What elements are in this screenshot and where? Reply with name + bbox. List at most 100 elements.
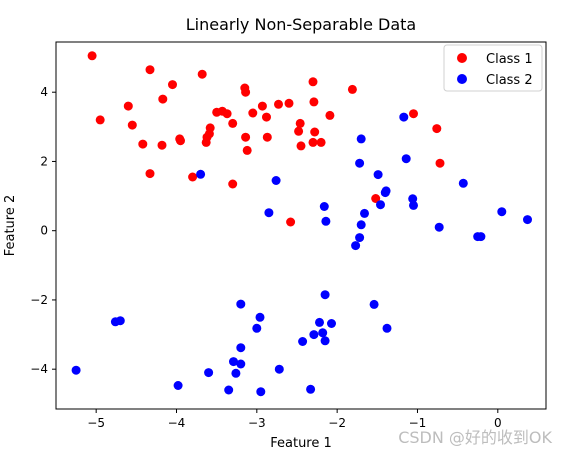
watermark: CSDN @好的收到OK bbox=[398, 428, 552, 447]
point-class-2-21 bbox=[315, 317, 324, 327]
y-axis-ticks: −4 −2 0 2 4 bbox=[30, 85, 56, 376]
legend-label-class-2: Class 2 bbox=[486, 73, 533, 88]
point-class-1-40 bbox=[310, 127, 320, 137]
point-class-2-43 bbox=[409, 200, 418, 210]
point-class-1-44 bbox=[371, 194, 381, 203]
point-class-2-31 bbox=[356, 220, 366, 230]
point-class-1-35 bbox=[295, 118, 305, 128]
point-class-2-25 bbox=[320, 290, 330, 300]
point-class-2-32 bbox=[356, 134, 366, 144]
point-class-1-22 bbox=[228, 179, 238, 189]
point-class-1-32 bbox=[284, 98, 294, 108]
point-class-1-39 bbox=[309, 97, 319, 107]
point-class-2-20 bbox=[309, 330, 319, 340]
x-tick-label: −2 bbox=[328, 416, 346, 430]
point-class-2-27 bbox=[327, 319, 336, 328]
point-class-2-40 bbox=[399, 112, 409, 122]
point-class-2-10 bbox=[236, 343, 246, 353]
point-class-1-29 bbox=[262, 112, 271, 122]
point-class-2-24 bbox=[320, 336, 330, 346]
point-class-1-47 bbox=[435, 158, 445, 168]
point-class-1-34 bbox=[294, 126, 304, 136]
chart-title: Linearly Non-Separable Data bbox=[186, 15, 416, 34]
plot-frame bbox=[55, 41, 547, 410]
x-tick-label: −3 bbox=[248, 416, 266, 430]
y-axis-label: Feature 2 bbox=[3, 195, 18, 257]
point-class-1-37 bbox=[308, 137, 318, 147]
point-class-2-5 bbox=[204, 368, 214, 378]
point-class-2-3 bbox=[173, 381, 183, 390]
point-class-1-21 bbox=[228, 118, 238, 128]
point-class-2-28 bbox=[351, 241, 361, 251]
point-class-1-28 bbox=[257, 101, 267, 111]
point-class-2-45 bbox=[458, 178, 468, 188]
point-class-1-8 bbox=[158, 94, 168, 104]
point-class-2-13 bbox=[255, 312, 265, 322]
point-class-1-2 bbox=[123, 101, 133, 111]
point-class-1-41 bbox=[316, 137, 326, 147]
x-tick-label: −5 bbox=[87, 416, 105, 430]
x-tick-label: 0 bbox=[494, 416, 502, 430]
legend-label-class-1: Class 1 bbox=[486, 52, 533, 67]
point-class-2-48 bbox=[497, 207, 507, 217]
point-class-2-4 bbox=[196, 169, 206, 179]
point-class-2-17 bbox=[274, 364, 284, 374]
point-class-2-33 bbox=[360, 208, 369, 218]
point-class-2-11 bbox=[236, 299, 246, 309]
y-tick-label: 2 bbox=[40, 154, 48, 168]
y-tick-label: 4 bbox=[40, 85, 48, 99]
point-class-2-34 bbox=[369, 299, 379, 309]
point-class-2-49 bbox=[523, 215, 532, 225]
point-class-1-3 bbox=[127, 120, 137, 130]
point-class-1-33 bbox=[286, 217, 296, 227]
point-class-1-5 bbox=[145, 65, 155, 75]
y-tick-label: −4 bbox=[30, 362, 48, 376]
point-class-1-30 bbox=[262, 132, 272, 142]
point-class-1-9 bbox=[168, 80, 177, 90]
point-class-2-7 bbox=[229, 357, 238, 367]
point-class-2-35 bbox=[373, 170, 383, 180]
point-class-2-6 bbox=[224, 385, 234, 395]
point-class-1-45 bbox=[409, 109, 418, 119]
point-class-1-6 bbox=[145, 169, 155, 179]
point-class-1-4 bbox=[138, 139, 148, 149]
point-class-1-38 bbox=[308, 77, 318, 87]
legend-box bbox=[443, 44, 543, 92]
point-class-2-8 bbox=[231, 368, 241, 378]
point-class-2-42 bbox=[408, 194, 418, 204]
point-class-2-18 bbox=[298, 337, 308, 346]
x-tick-label: −4 bbox=[168, 416, 186, 430]
point-class-2-36 bbox=[376, 200, 385, 210]
point-class-2-26 bbox=[321, 216, 331, 226]
point-class-1-36 bbox=[296, 141, 306, 151]
point-class-2-19 bbox=[306, 384, 316, 394]
point-class-1-17 bbox=[204, 129, 214, 139]
legend-marker-class-1 bbox=[457, 53, 467, 63]
point-class-2-15 bbox=[264, 208, 274, 218]
point-class-2-22 bbox=[318, 328, 328, 338]
point-class-2-12 bbox=[252, 323, 262, 333]
point-class-2-2 bbox=[115, 316, 125, 326]
point-class-1-42 bbox=[325, 110, 335, 120]
point-class-1-7 bbox=[157, 140, 167, 150]
legend: Class 1 Class 2 bbox=[443, 44, 543, 92]
point-class-2-14 bbox=[256, 387, 266, 397]
point-class-1-24 bbox=[241, 87, 251, 97]
point-class-1-26 bbox=[242, 145, 252, 155]
legend-marker-class-2 bbox=[457, 74, 467, 84]
point-class-1-31 bbox=[274, 99, 283, 109]
y-tick-label: −2 bbox=[30, 293, 48, 307]
point-class-1-0 bbox=[87, 51, 97, 61]
point-class-2-23 bbox=[319, 202, 329, 211]
point-class-1-11 bbox=[176, 136, 185, 146]
point-class-2-41 bbox=[401, 154, 411, 164]
point-class-2-39 bbox=[382, 323, 392, 333]
point-class-2-16 bbox=[271, 176, 281, 185]
point-class-2-47 bbox=[476, 232, 486, 242]
y-tick-label: 0 bbox=[40, 224, 48, 238]
point-class-2-38 bbox=[381, 186, 391, 196]
point-class-2-30 bbox=[355, 233, 365, 243]
point-class-1-25 bbox=[241, 132, 251, 142]
point-class-1-43 bbox=[347, 84, 357, 94]
point-class-2-29 bbox=[355, 158, 365, 168]
